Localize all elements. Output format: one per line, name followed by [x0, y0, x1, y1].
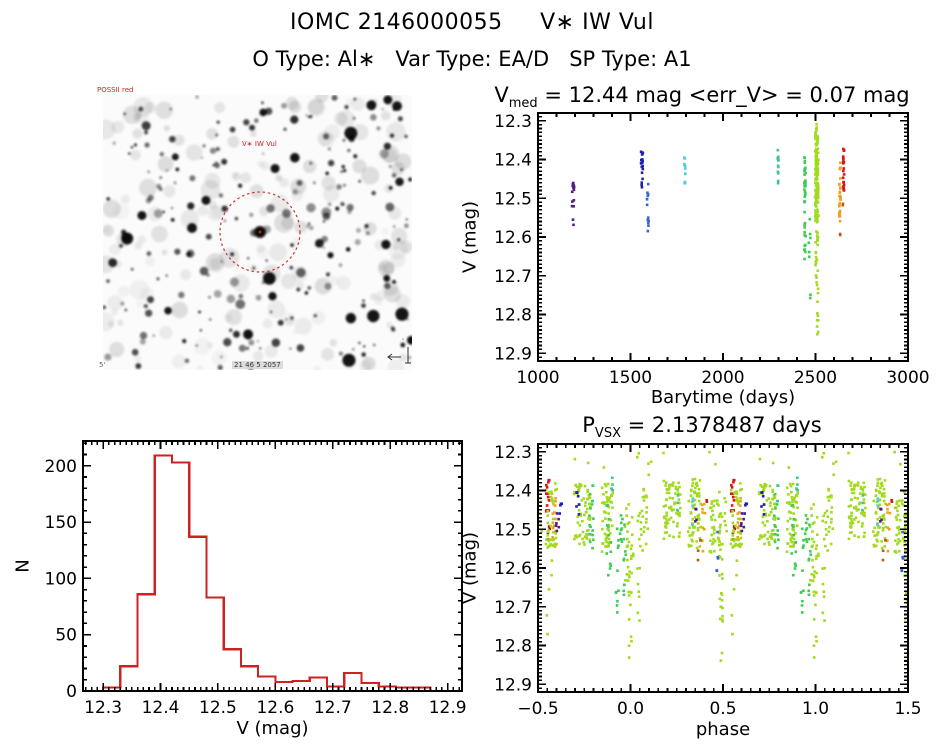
phase-panel-xtick-label: 1.0	[802, 699, 829, 719]
lightcurve-title-sub: med	[508, 96, 538, 112]
histogram-panel-frame	[82, 440, 463, 692]
lightcurve-panel-xtick-label: 3000	[886, 368, 929, 388]
lightcurve-panel-xtick-label: 1500	[609, 368, 652, 388]
histogram-panel-xtick-label: 12.5	[199, 698, 237, 718]
lightcurve-panel-ytick-label: 12.5	[494, 189, 532, 209]
lightcurve-panel-ytick-label: 12.8	[494, 306, 532, 326]
phase-panel-ytick-label: 12.5	[494, 520, 532, 540]
histogram-panel-ytick-label: 50	[55, 626, 77, 646]
phase-panel: −0.5 0.0 0.5 1.0 1.5 12.3 12.4 12.5 12.6 12.7 12.8…	[494, 443, 921, 719]
phase-title-rest: = 2.1378487 days	[620, 413, 822, 437]
phase-panel-ytick-label: 12.9	[494, 675, 532, 695]
histogram-panel-ytick-label: 200	[45, 457, 77, 477]
phase-panel-ytick-label: 12.4	[494, 482, 532, 502]
lightcurve-xlabel: Barytime (days)	[650, 387, 796, 408]
lightcurve-title-rest: = 12.44 mag <err_V> = 0.07 mag	[537, 83, 910, 107]
histogram-panel-xtick-label: 12.6	[256, 698, 294, 718]
histogram-panel-ytick-label: 0	[66, 682, 77, 702]
phase-panel-points	[538, 450, 909, 662]
lightcurve-title: Vmed = 12.44 mag <err_V> = 0.07 mag	[460, 83, 944, 111]
phase-panel-frame	[537, 443, 909, 693]
lightcurve-panel-xtick-label: 2500	[794, 368, 837, 388]
finder-target-label: V∗ IW Vul	[242, 140, 277, 148]
compass-icon	[387, 338, 411, 364]
phase-panel-xtick-label: 0.0	[617, 699, 644, 719]
phase-panel-xtick-label: −0.5	[517, 699, 558, 719]
phase-title-sub: VSX	[594, 426, 621, 442]
histogram-panel-xtick-label: 12.3	[84, 698, 122, 718]
phase-panel-ytick-label: 12.7	[494, 598, 532, 618]
lightcurve-panel-xtick-label: 1000	[516, 368, 559, 388]
finder-scale-label: 5'	[99, 361, 106, 369]
page-title: IOMC 2146000055 V∗ IW Vul	[290, 10, 654, 35]
phase-xlabel: phase	[695, 719, 751, 740]
histogram-steps	[83, 454, 462, 693]
phase-title-base: P	[582, 413, 595, 437]
lightcurve-ylabel: V (mag)	[459, 200, 481, 274]
lightcurve-panel-ytick-label: 12.7	[494, 267, 532, 287]
lightcurve-panel-ytick-label: 12.4	[494, 151, 532, 171]
finder-coords-label: 21 46 5 2057	[232, 361, 283, 370]
histogram-panel-ytick-label: 150	[45, 513, 77, 533]
phase-panel-ytick-label: 12.6	[494, 559, 532, 579]
histogram-panel-xtick-label: 12.8	[371, 698, 409, 718]
phase-panel-xtick-label: 1.5	[894, 699, 921, 719]
histogram-panel-ytick-label: 100	[45, 569, 77, 589]
phase-panel-ytick-label: 12.8	[494, 637, 532, 657]
phase-panel-ytick-label: 12.3	[494, 443, 532, 463]
phase-title: PVSX = 2.1378487 days	[460, 413, 944, 441]
histogram-panel-xtick-label: 12.4	[142, 698, 180, 718]
star-field	[103, 95, 412, 370]
page-subtitle: O Type: Al∗ Var Type: EA/D SP Type: A1	[252, 47, 692, 71]
histogram-panel-xtick-label: 12.9	[429, 698, 467, 718]
target-circle	[219, 191, 301, 273]
lightcurve-panel-ytick-label: 12.9	[494, 344, 532, 364]
lightcurve-panel: 1000 1500 2000 2500 3000 12.3 12.4 12.5 12.6 12.7…	[494, 112, 929, 388]
finder-survey-label: POSSII red	[97, 86, 134, 94]
phase-ylabel: V (mag)	[459, 531, 481, 605]
lightcurve-panel-xtick-label: 2000	[701, 368, 744, 388]
histogram-xlabel: V (mag)	[236, 718, 309, 739]
histogram-panel: 12.3 12.4 12.5 12.6 12.7 12.8 12.9 0 50 100 150 200	[45, 440, 467, 718]
lightcurve-panel-points	[570, 122, 846, 336]
histogram-panel-xtick-label: 12.7	[314, 698, 352, 718]
lightcurve-panel-frame	[537, 112, 909, 362]
lightcurve-panel-ytick-label: 12.3	[494, 112, 532, 132]
histogram-ylabel: N	[12, 559, 34, 573]
lightcurve-panel-ytick-label: 12.6	[494, 228, 532, 248]
phase-panel-xtick-label: 0.5	[709, 699, 736, 719]
lightcurve-title-base: V	[494, 83, 509, 107]
finder-chart	[103, 95, 412, 370]
